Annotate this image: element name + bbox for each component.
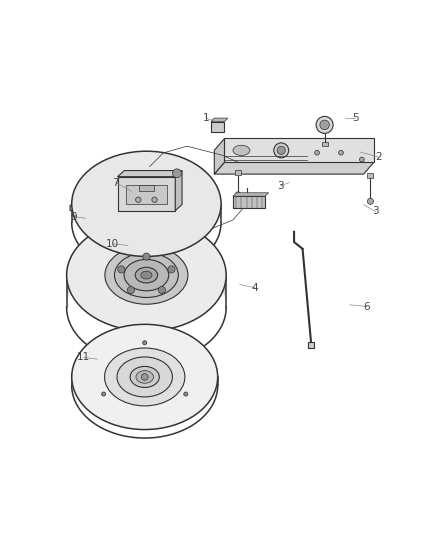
Circle shape: [158, 286, 166, 294]
Text: 6: 6: [364, 302, 371, 311]
Circle shape: [135, 197, 141, 203]
Circle shape: [168, 266, 175, 273]
Ellipse shape: [76, 226, 217, 325]
Text: 1: 1: [202, 113, 209, 123]
Circle shape: [339, 150, 343, 155]
Circle shape: [141, 374, 148, 380]
Ellipse shape: [92, 237, 201, 313]
Bar: [367, 173, 374, 177]
Ellipse shape: [233, 146, 250, 156]
Ellipse shape: [67, 219, 226, 331]
Text: 11: 11: [77, 352, 90, 362]
Circle shape: [143, 253, 150, 260]
Bar: [308, 342, 314, 348]
Polygon shape: [70, 199, 80, 211]
Text: 9: 9: [70, 212, 77, 222]
Circle shape: [314, 150, 319, 155]
Ellipse shape: [130, 366, 159, 387]
Text: 3: 3: [372, 206, 379, 216]
Circle shape: [320, 120, 329, 130]
Ellipse shape: [114, 253, 178, 297]
Circle shape: [152, 197, 157, 203]
Ellipse shape: [136, 370, 153, 383]
Circle shape: [360, 157, 364, 162]
Ellipse shape: [98, 169, 195, 238]
Circle shape: [102, 392, 106, 396]
Ellipse shape: [135, 267, 158, 283]
Bar: [235, 171, 241, 175]
Polygon shape: [67, 219, 226, 308]
Circle shape: [127, 286, 134, 294]
Bar: [211, 122, 224, 132]
Polygon shape: [175, 171, 182, 211]
Circle shape: [173, 169, 181, 177]
Circle shape: [367, 198, 374, 204]
Text: 2: 2: [376, 152, 382, 162]
Text: 4: 4: [252, 283, 258, 293]
Circle shape: [274, 143, 289, 158]
Ellipse shape: [141, 271, 152, 279]
Text: 3: 3: [277, 181, 284, 191]
Circle shape: [235, 192, 241, 197]
Polygon shape: [233, 193, 268, 196]
Polygon shape: [72, 324, 218, 385]
Bar: [321, 142, 328, 146]
Polygon shape: [117, 171, 182, 176]
Text: 7: 7: [113, 177, 119, 188]
Bar: [126, 185, 167, 204]
Polygon shape: [131, 222, 169, 245]
Polygon shape: [211, 118, 228, 122]
Circle shape: [277, 146, 285, 155]
Polygon shape: [117, 176, 175, 211]
Circle shape: [316, 116, 333, 133]
Circle shape: [143, 341, 147, 345]
Text: 5: 5: [352, 113, 358, 123]
Polygon shape: [214, 139, 224, 174]
Bar: [139, 185, 154, 191]
Circle shape: [118, 266, 125, 273]
Polygon shape: [214, 162, 374, 174]
Circle shape: [184, 392, 188, 396]
Ellipse shape: [105, 348, 185, 406]
Polygon shape: [72, 151, 221, 222]
Ellipse shape: [85, 160, 208, 247]
Polygon shape: [224, 139, 374, 162]
Ellipse shape: [124, 260, 169, 291]
Text: 10: 10: [106, 239, 119, 249]
Ellipse shape: [88, 336, 201, 418]
Ellipse shape: [72, 324, 218, 430]
Ellipse shape: [84, 231, 208, 319]
Ellipse shape: [105, 246, 188, 304]
Ellipse shape: [117, 357, 173, 397]
Ellipse shape: [72, 151, 221, 256]
Polygon shape: [233, 196, 265, 208]
